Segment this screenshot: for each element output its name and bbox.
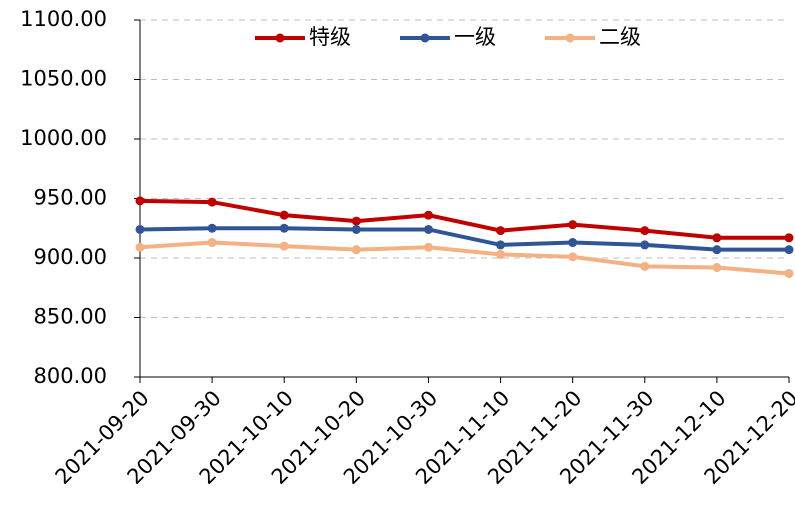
- point: [784, 233, 794, 243]
- y-tick-label: 850.00: [34, 305, 107, 329]
- point: [784, 245, 794, 255]
- y-tick-label: 1000.00: [20, 126, 107, 150]
- legend-label: 特级: [309, 25, 351, 49]
- point: [207, 223, 217, 233]
- point: [423, 224, 433, 234]
- point: [351, 216, 361, 226]
- y-tick-label: 1100.00: [20, 7, 107, 31]
- point: [135, 242, 145, 252]
- series-line: [139, 226, 789, 252]
- point: [135, 224, 145, 234]
- point: [207, 238, 217, 248]
- y-tick-label: 800.00: [34, 364, 107, 388]
- series-line: [139, 240, 790, 276]
- series-line: [139, 198, 789, 240]
- y-tick-label: 950.00: [34, 186, 107, 210]
- point: [712, 233, 722, 243]
- point: [423, 242, 433, 252]
- point: [423, 210, 433, 220]
- point: [496, 249, 506, 259]
- point: [640, 226, 650, 236]
- point: [207, 197, 217, 207]
- point: [496, 226, 506, 236]
- legend-item: 特级: [255, 25, 351, 49]
- point: [712, 245, 722, 255]
- point: [496, 240, 506, 250]
- legend-label: 二级: [599, 25, 641, 49]
- point: [640, 261, 650, 271]
- point: [279, 241, 289, 251]
- y-tick-label: 1050.00: [20, 67, 107, 91]
- point: [279, 223, 289, 233]
- legend-item: 二级: [545, 25, 641, 49]
- legend-marker: [275, 33, 285, 43]
- point: [351, 245, 361, 255]
- point: [640, 240, 650, 250]
- y-tick-label: 900.00: [34, 245, 107, 269]
- point: [279, 210, 289, 220]
- point: [135, 196, 145, 206]
- point: [568, 220, 578, 230]
- point: [784, 268, 794, 278]
- legend-label: 一级: [454, 25, 496, 49]
- legend-marker: [565, 33, 575, 43]
- point: [712, 263, 722, 273]
- legend-marker: [420, 33, 430, 43]
- point: [351, 224, 361, 234]
- legend-item: 一级: [400, 25, 496, 49]
- point: [568, 238, 578, 248]
- point: [568, 252, 578, 262]
